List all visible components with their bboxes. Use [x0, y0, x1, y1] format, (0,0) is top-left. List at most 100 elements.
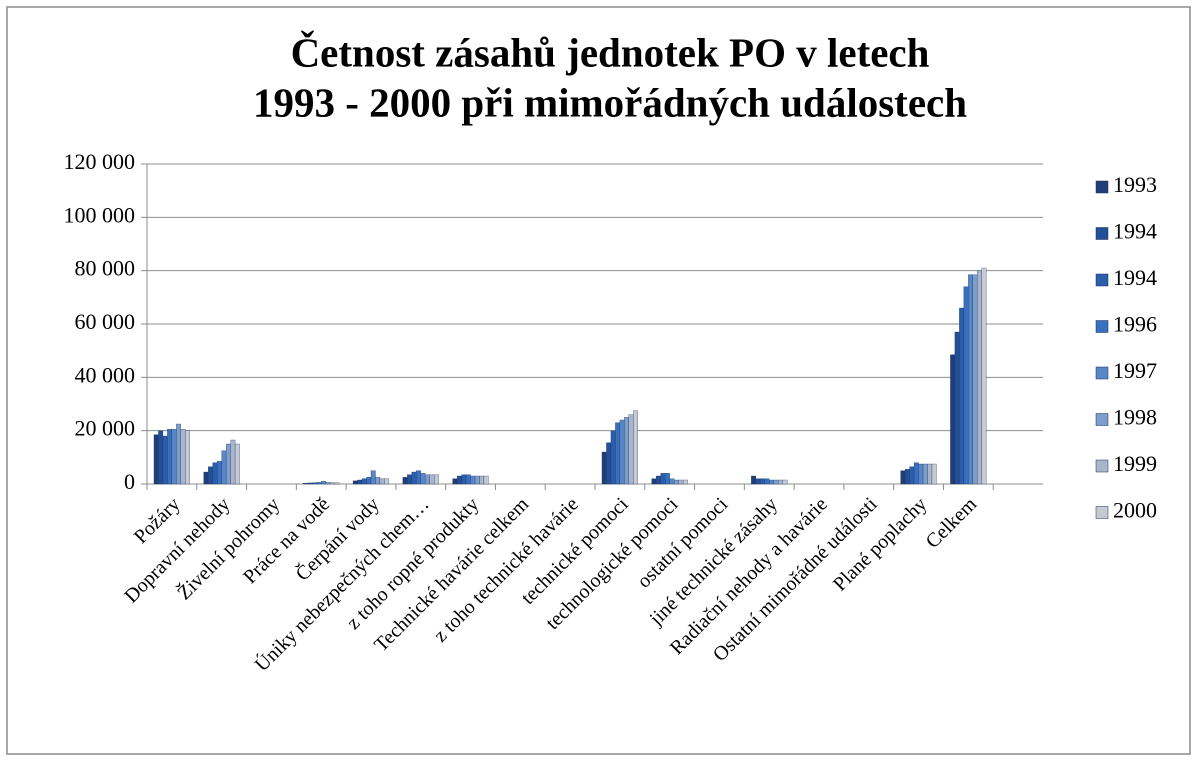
bar	[751, 475, 756, 485]
bar	[180, 429, 186, 485]
bar	[307, 482, 313, 485]
bar	[316, 482, 322, 485]
bar	[452, 478, 458, 485]
bar	[656, 475, 661, 485]
legend-label: 2000	[1113, 498, 1157, 523]
y-tick-label: 20 000	[75, 416, 136, 441]
bar	[904, 469, 910, 485]
bar	[230, 439, 236, 485]
bar	[972, 274, 978, 485]
bar	[606, 442, 612, 485]
bar	[773, 479, 779, 485]
chart-title: 1993 - 2000 při mimořádných událostech	[253, 79, 967, 125]
bar	[416, 470, 421, 485]
legend-swatch	[1095, 273, 1109, 287]
bar	[411, 471, 417, 485]
bar	[918, 463, 924, 485]
bar	[312, 482, 317, 485]
legend-swatch	[1095, 227, 1109, 240]
bar	[384, 478, 390, 485]
bar	[234, 443, 240, 485]
bar	[909, 466, 915, 485]
chart-title: Četnost zásahů jednotek PO v letech	[291, 29, 930, 75]
bar	[158, 430, 164, 485]
bar	[619, 419, 625, 485]
legend-swatch	[1095, 413, 1109, 426]
bar	[669, 478, 675, 485]
bar	[461, 474, 467, 485]
bar	[660, 473, 666, 485]
y-tick-label: 60 000	[75, 309, 136, 334]
bar	[303, 483, 308, 485]
bar	[321, 481, 326, 485]
bar	[959, 307, 965, 485]
legend-label: 1994	[1113, 219, 1157, 244]
bar	[927, 463, 933, 485]
bar	[176, 423, 181, 485]
y-tick-label: 100 000	[64, 202, 136, 227]
bar	[225, 443, 231, 485]
bar	[379, 478, 385, 485]
bar	[922, 463, 928, 485]
bar	[429, 474, 435, 485]
bar	[153, 434, 159, 485]
bar	[352, 480, 358, 485]
bar	[375, 477, 381, 485]
bar	[778, 479, 783, 485]
bar	[963, 286, 969, 485]
bar	[633, 410, 638, 485]
legend-label: 1998	[1113, 405, 1157, 430]
bar	[325, 482, 331, 485]
bar	[981, 267, 987, 485]
bar	[470, 475, 476, 485]
bar	[402, 477, 408, 485]
bar	[217, 461, 222, 485]
y-tick-label: 120 000	[64, 149, 136, 174]
bar	[601, 451, 607, 485]
bar	[370, 470, 376, 485]
legend-swatch	[1095, 459, 1109, 473]
legend-label: 1996	[1113, 312, 1157, 337]
bar	[764, 478, 770, 485]
bar	[330, 482, 335, 485]
legend-swatch	[1095, 180, 1109, 194]
y-tick-label: 80 000	[75, 256, 136, 281]
bar	[334, 482, 340, 485]
bar	[361, 478, 367, 485]
y-tick-label: 0	[124, 469, 135, 494]
bar	[931, 463, 937, 485]
bar	[425, 474, 430, 485]
bar	[968, 274, 973, 485]
legend-label: 1997	[1113, 358, 1157, 383]
bar	[624, 417, 629, 485]
bar	[456, 475, 462, 485]
y-tick-label: 40 000	[75, 362, 136, 387]
bar	[407, 474, 412, 485]
chart-border	[6, 6, 1191, 755]
bar	[615, 422, 621, 485]
bar	[665, 473, 670, 485]
bar	[900, 470, 906, 485]
legend-swatch	[1095, 320, 1109, 333]
bar	[208, 466, 213, 485]
legend-swatch	[1095, 506, 1109, 519]
legend-label: 1999	[1113, 451, 1157, 476]
bar	[465, 474, 471, 485]
bar	[167, 429, 173, 485]
bar	[212, 462, 218, 485]
bar	[483, 475, 489, 485]
bar	[479, 475, 485, 485]
bar	[651, 478, 657, 485]
bar	[760, 478, 765, 485]
bar	[682, 479, 688, 485]
bar	[474, 475, 480, 485]
bar	[628, 414, 634, 485]
bar	[357, 479, 363, 485]
bar	[434, 474, 439, 485]
bar	[977, 270, 982, 485]
bar	[203, 471, 209, 485]
bar	[755, 478, 761, 485]
bar	[185, 430, 190, 485]
bar	[221, 450, 227, 485]
